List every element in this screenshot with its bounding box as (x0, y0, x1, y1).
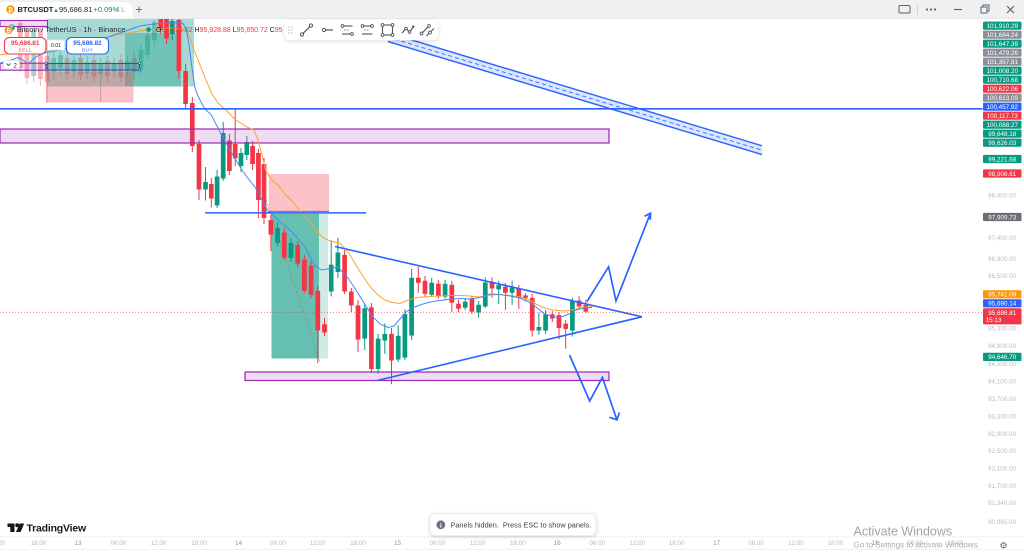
svg-text:95,690.14: 95,690.14 (988, 301, 1017, 308)
svg-text:06:00: 06:00 (430, 540, 446, 547)
svg-text:18:00: 18:00 (31, 540, 47, 547)
svg-text:92,900.00: 92,900.00 (988, 431, 1017, 438)
svg-text:101,357.81: 101,357.81 (987, 59, 1019, 66)
svg-text:18:00: 18:00 (510, 540, 526, 547)
svg-text:13: 13 (74, 540, 82, 547)
svg-text:12:00: 12:00 (470, 540, 486, 547)
svg-text:12:00: 12:00 (629, 540, 645, 547)
svg-text:14: 14 (235, 540, 243, 547)
svg-text:100,622.06: 100,622.06 (987, 86, 1019, 93)
svg-text:97,909.73: 97,909.73 (988, 214, 1017, 221)
svg-text:94,100.00: 94,100.00 (988, 379, 1017, 386)
svg-text:18:00: 18:00 (191, 540, 207, 547)
svg-text:100,117.73: 100,117.73 (987, 113, 1019, 120)
svg-text:+: + (135, 3, 142, 17)
svg-text:97,400.00: 97,400.00 (988, 235, 1017, 242)
svg-text:94,900.00: 94,900.00 (988, 343, 1017, 350)
svg-text:93,300.00: 93,300.00 (988, 414, 1017, 421)
svg-text:90,965.00: 90,965.00 (988, 519, 1017, 526)
svg-text:101,910.29: 101,910.29 (987, 23, 1019, 30)
svg-text:93,700.00: 93,700.00 (988, 396, 1017, 403)
svg-text:12:00: 12:00 (947, 540, 963, 547)
svg-text:06:00: 06:00 (589, 540, 605, 547)
svg-text:100,710.68: 100,710.68 (987, 77, 1019, 84)
svg-text:₿: ₿ (6, 27, 11, 34)
svg-text:99,221.68: 99,221.68 (988, 156, 1017, 163)
svg-text:96,900.00: 96,900.00 (988, 256, 1017, 263)
svg-text:i: i (440, 522, 442, 529)
svg-text:₿: ₿ (8, 7, 13, 14)
svg-text:2: 2 (14, 63, 18, 69)
svg-text:18:00: 18:00 (669, 540, 685, 547)
svg-text:SELL: SELL (18, 48, 32, 54)
svg-text:101,479.26: 101,479.26 (987, 50, 1019, 57)
svg-text:99,648.18: 99,648.18 (988, 131, 1017, 138)
svg-text:96,500.00: 96,500.00 (988, 273, 1017, 280)
svg-text:0.01: 0.01 (51, 43, 61, 49)
svg-text:94,646.70: 94,646.70 (988, 354, 1017, 361)
svg-text:Go to Settings to activate Win: Go to Settings to activate Windows. (854, 540, 980, 549)
svg-text:100,088.27: 100,088.27 (987, 122, 1019, 129)
svg-text:92,500.00: 92,500.00 (988, 448, 1017, 455)
svg-text:95,741.09: 95,741.09 (988, 292, 1017, 299)
svg-text:06:00: 06:00 (748, 540, 764, 547)
svg-text:95,686.81: 95,686.81 (11, 40, 40, 47)
svg-text:16: 16 (554, 540, 562, 547)
svg-text:91,340.00: 91,340.00 (988, 500, 1017, 507)
svg-text:06:00: 06:00 (907, 540, 923, 547)
svg-text:06:00: 06:00 (111, 540, 127, 547)
svg-text:12:00: 12:00 (788, 540, 804, 547)
svg-text:18:00: 18:00 (350, 540, 366, 547)
svg-text:O95,825.02 H95,928.88 L95,650.: O95,825.02 H95,928.88 L95,650.72 C95 (156, 27, 283, 34)
svg-text:94,500.00: 94,500.00 (988, 361, 1017, 368)
svg-text:99,626.03: 99,626.03 (988, 140, 1017, 147)
svg-text:Panels hidden. Press ESC to s: Panels hidden. Press ESC to show panels. (451, 520, 592, 529)
svg-text:▲: ▲ (53, 8, 59, 14)
svg-text:95,300.00: 95,300.00 (988, 326, 1017, 333)
svg-text:BUY: BUY (82, 48, 94, 54)
svg-text:92,100.00: 92,100.00 (988, 466, 1017, 473)
svg-text:101,684.24: 101,684.24 (987, 32, 1019, 39)
svg-text:18:00: 18:00 (828, 540, 844, 547)
svg-text:12:00: 12:00 (310, 540, 326, 547)
svg-text:Bitcoin / TetherUS · 1h · Bina: Bitcoin / TetherUS · 1h · Binance (17, 25, 126, 34)
svg-text:100,613.09: 100,613.09 (987, 95, 1019, 102)
svg-text:95,686.81: 95,686.81 (59, 5, 92, 14)
svg-text:100,457.92: 100,457.92 (987, 104, 1019, 111)
svg-text:15: 15 (394, 540, 402, 547)
svg-text:/ L: / L (117, 5, 125, 14)
svg-text:18: 18 (872, 540, 880, 547)
svg-text:91,700.00: 91,700.00 (988, 483, 1017, 490)
svg-text:⚙: ⚙ (999, 541, 1007, 551)
svg-text:95,686.81: 95,686.81 (988, 310, 1017, 317)
svg-text:98,400.00: 98,400.00 (988, 192, 1017, 199)
svg-text:BTCUSDT: BTCUSDT (18, 5, 54, 14)
svg-text:Activate Windows: Activate Windows (854, 525, 953, 539)
svg-text:101,647.39: 101,647.39 (987, 41, 1019, 48)
svg-text:101,008.20: 101,008.20 (987, 68, 1019, 75)
svg-text:00: 00 (0, 540, 5, 547)
svg-text:15:13: 15:13 (986, 317, 1002, 324)
svg-text:TradingView: TradingView (27, 523, 87, 535)
svg-text:17: 17 (713, 540, 721, 547)
svg-text:+0.09%: +0.09% (94, 5, 120, 14)
svg-text:12:00: 12:00 (151, 540, 167, 547)
svg-text:95,686.82: 95,686.82 (73, 40, 102, 47)
svg-text:98,908.61: 98,908.61 (988, 171, 1017, 178)
svg-text:06:00: 06:00 (270, 540, 286, 547)
